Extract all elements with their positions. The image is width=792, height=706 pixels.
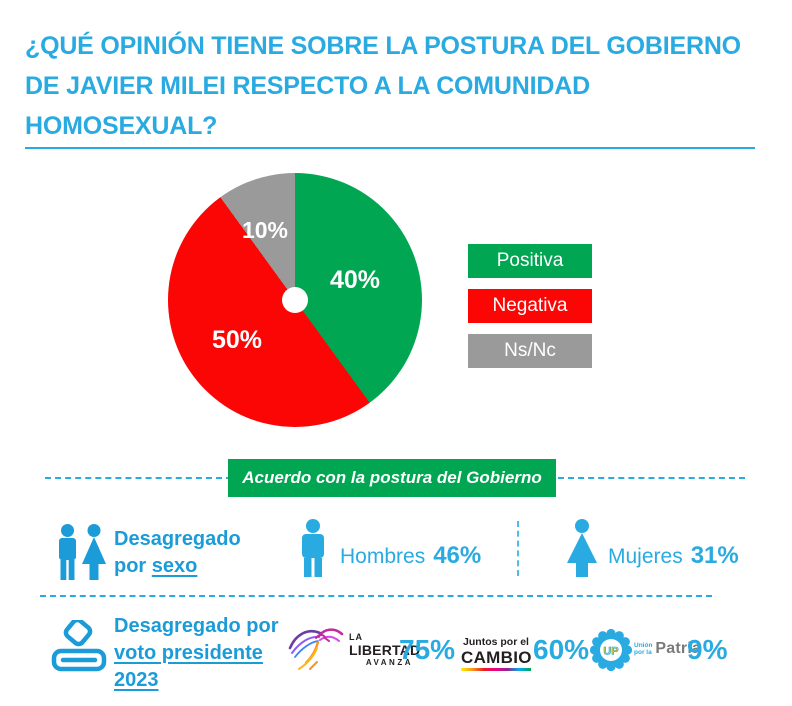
voto-heading-line2: voto presidente xyxy=(114,642,263,664)
legend-label-positiva: Positiva xyxy=(496,250,564,271)
man-icon xyxy=(302,519,324,577)
legend-label-negativa: Negativa xyxy=(492,295,568,316)
up-percentage: 9% xyxy=(687,634,728,665)
union-por-la-patria-sun-icon: UP xyxy=(589,628,633,672)
page-title-line1: ¿QUÉ OPINIÓN TIENE SOBRE LA POSTURA DEL … xyxy=(25,32,741,60)
up-union-por-la: Unión por la xyxy=(634,642,653,656)
lla-percentage: 75% xyxy=(399,634,456,665)
sexo-heading: Desagregado por sexo xyxy=(114,526,241,580)
pie-label-positiva: 40% xyxy=(329,266,381,294)
sexo-heading-line2: por sexo xyxy=(114,555,198,577)
jxc-rainbow-bar xyxy=(461,667,531,671)
vertical-dashed-separator xyxy=(517,521,519,576)
lla-la: LA xyxy=(349,632,363,642)
ballot-box-icon xyxy=(51,620,107,672)
voto-heading-line1: Desagregado por xyxy=(114,615,279,637)
voto-heading-line3: 2023 xyxy=(114,669,159,691)
pie-center-hole xyxy=(282,287,308,313)
union-patria-logo-text: Unión por la Patria xyxy=(634,640,701,658)
jxc-juntos-por-el: Juntos por el xyxy=(463,636,529,648)
title-underline xyxy=(25,147,755,149)
man-woman-icon xyxy=(59,524,106,580)
sexo-heading-line1: Desagregado xyxy=(114,528,241,550)
page-title: ¿QUÉ OPINIÓN TIENE SOBRE LA POSTURA DEL … xyxy=(25,26,765,146)
libertad-avanza-logo-text: LA LIBERTAD AVANZA xyxy=(349,632,421,667)
mujeres-value: 31% xyxy=(690,542,739,569)
up-badge-text: UP xyxy=(603,646,618,658)
legend-item-negativa: Negativa xyxy=(468,289,592,323)
hombres-label: Hombres xyxy=(340,545,426,568)
pie-label-negativa: 50% xyxy=(211,326,263,354)
libertad-avanza-eagle-icon xyxy=(288,628,344,670)
pie-label-nsnc: 10% xyxy=(241,217,289,243)
hombres-stat: Hombres 46% xyxy=(340,542,481,570)
legend-item-positiva: Positiva xyxy=(468,244,592,278)
hombres-value: 46% xyxy=(433,542,482,569)
pie-legend: Positiva Negativa Ns/Nc xyxy=(468,244,592,368)
woman-icon xyxy=(567,519,597,577)
dashed-divider-middle xyxy=(40,595,712,597)
up-patria: Patria xyxy=(655,640,702,657)
jxc-percentage: 60% xyxy=(533,634,590,665)
juntos-cambio-logo: Juntos por el CAMBIO xyxy=(461,637,531,671)
voto-heading: Desagregado por voto presidente 2023 xyxy=(114,613,278,694)
page-title-line3: HOMOSEXUAL? xyxy=(25,112,218,140)
sexo-underlined-word: sexo xyxy=(151,555,198,577)
legend-item-nsnc: Ns/Nc xyxy=(468,334,592,368)
jxc-cambio: CAMBIO xyxy=(461,647,532,667)
banner-acuerdo: Acuerdo con la postura del Gobierno xyxy=(228,459,556,497)
mujeres-stat: Mujeres 31% xyxy=(608,542,739,570)
mujeres-label: Mujeres xyxy=(608,545,683,568)
lla-libertad: LIBERTAD xyxy=(349,642,421,658)
legend-label-nsnc: Ns/Nc xyxy=(504,340,556,361)
lla-avanza: AVANZA xyxy=(365,658,413,667)
banner-text: Acuerdo con la postura del Gobierno xyxy=(242,468,542,487)
page-title-line2: DE JAVIER MILEI RESPECTO A LA COMUNIDAD xyxy=(25,72,590,100)
pie-chart: 40% 50% 10% xyxy=(168,173,422,427)
